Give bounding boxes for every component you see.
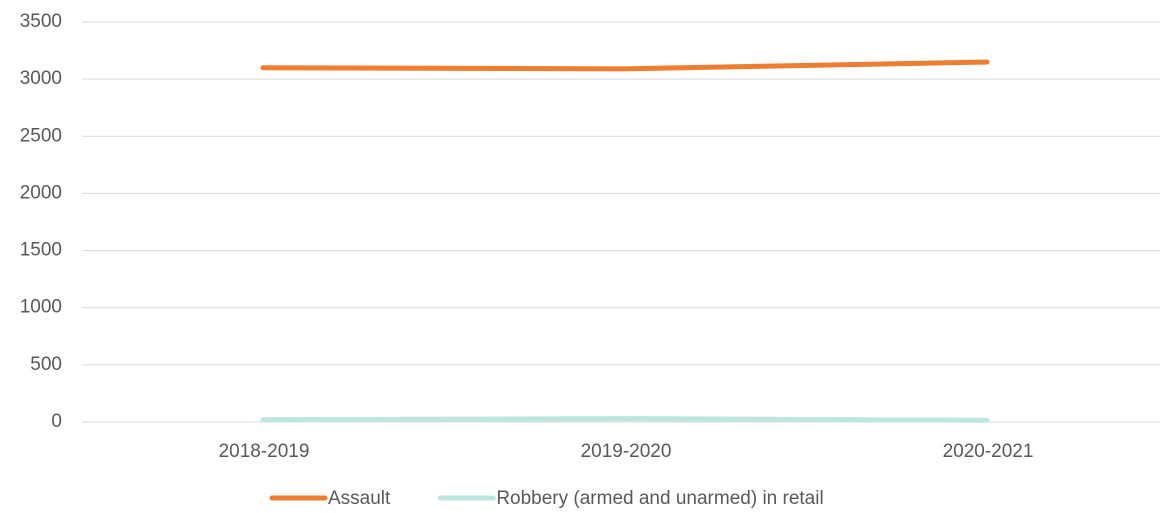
y-tick-label: 1500 (20, 240, 62, 261)
data-line (260, 59, 990, 72)
legend-label: Robbery (armed and unarmed) in retail (496, 488, 823, 509)
legend-label: Assault (328, 488, 391, 509)
y-tick-label: 500 (30, 354, 62, 375)
y-tick-label: 2500 (20, 125, 62, 146)
y-tick-label: 3500 (20, 11, 62, 32)
x-tick-label: 2020-2021 (943, 441, 1034, 462)
y-tick-label: 1000 (20, 297, 62, 318)
data-line (260, 416, 990, 423)
x-tick-label: 2018-2019 (219, 441, 310, 462)
x-tick-label: 2019-2020 (581, 441, 672, 462)
y-tick-label: 0 (51, 411, 62, 432)
y-tick-label: 3000 (20, 68, 62, 89)
y-tick-label: 2000 (20, 182, 62, 203)
